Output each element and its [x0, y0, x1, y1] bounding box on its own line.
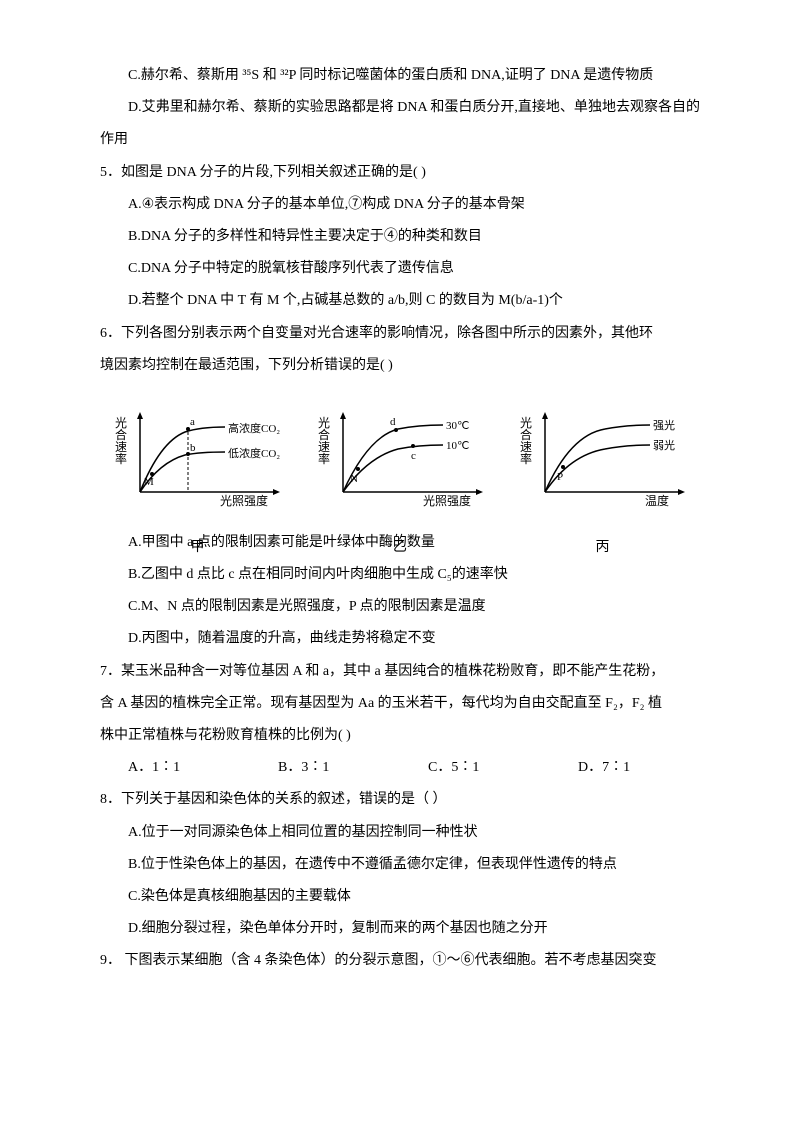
svg-text:高浓度CO₂: 高浓度CO₂ [228, 421, 280, 435]
svg-text:P: P [557, 471, 563, 483]
q6-C: C.M、N 点的限制因素是光照强度，P 点的限制因素是温度 [100, 591, 700, 623]
q6-stem2: 境因素均控制在最适范围，下列分析错误的是( ) [100, 350, 700, 382]
q5-D: D.若整个 DNA 中 T 有 M 个,占碱基总数的 a/b,则 C 的数目为 … [100, 285, 700, 317]
svg-text:30℃: 30℃ [446, 420, 469, 432]
svg-text:光合速率: 光合速率 [115, 416, 127, 466]
svg-text:b: b [190, 442, 196, 454]
q8-D: D.细胞分裂过程，染色单体分开时，复制而来的两个基因也随之分开 [100, 913, 700, 945]
q7-D: D．7∶1 [550, 752, 700, 784]
svg-text:a: a [190, 416, 195, 428]
svg-text:光合速率: 光合速率 [318, 416, 330, 466]
q7-options: A．1∶1 B．3∶1 C．5∶1 D．7∶1 [100, 752, 700, 784]
q5-A: A.④表示构成 DNA 分子的基本单位,⑦构成 DNA 分子的基本骨架 [100, 189, 700, 221]
svg-text:温度: 温度 [645, 493, 669, 508]
chart-bing: P 强光 弱光 光合速率 温度 丙 [515, 397, 690, 517]
svg-text:低浓度CO₂: 低浓度CO₂ [228, 446, 280, 460]
svg-text:M: M [144, 476, 154, 488]
q7-C: C．5∶1 [400, 752, 550, 784]
svg-text:光照强度: 光照强度 [423, 493, 471, 508]
svg-text:光照强度: 光照强度 [220, 493, 268, 508]
chart-yi: d c N 30℃ 10℃ 光合速率 光照强度 乙 [313, 397, 488, 517]
q7-A: A．1∶1 [100, 752, 250, 784]
svg-text:10℃: 10℃ [446, 440, 469, 452]
chart-caption-2: 乙 [313, 532, 488, 564]
q8-stem: 8．下列关于基因和染色体的关系的叙述，错误的是（ ） [100, 784, 700, 816]
q6-stem1: 6．下列各图分别表示两个自变量对光合速率的影响情况，除各图中所示的因素外，其他环 [100, 318, 700, 350]
q5-stem: 5．如图是 DNA 分子的片段,下列相关叙述正确的是( ) [100, 157, 700, 189]
svg-text:d: d [390, 416, 396, 428]
q6-D: D.丙图中，随着温度的升高，曲线走势将稳定不变 [100, 623, 700, 655]
figure-row: a b M 高浓度CO₂ 低浓度CO₂ 光合速率 光照强度 甲 [100, 397, 700, 517]
q9-stem: 9． 下图表示某细胞（含 4 条染色体）的分裂示意图，①～⑥代表细胞。若不考虑基… [100, 945, 700, 977]
svg-text:N: N [350, 473, 358, 485]
prev-option-d: D.艾弗里和赫尔希、蔡斯的实验思路都是将 DNA 和蛋白质分开,直接地、单独地去… [100, 92, 700, 156]
q7-stem2: 含 A 基因的植株完全正常。现有基因型为 Aa 的玉米若干，每代均为自由交配直至… [100, 688, 700, 720]
svg-text:强光: 强光 [653, 418, 675, 432]
chart-caption-3: 丙 [515, 532, 690, 564]
q5-C: C.DNA 分子中特定的脱氧核苷酸序列代表了遗传信息 [100, 253, 700, 285]
exam-page: C.赫尔希、蔡斯用 ³⁵S 和 ³²P 同时标记噬菌体的蛋白质和 DNA,证明了… [0, 0, 800, 1018]
svg-text:c: c [411, 450, 416, 462]
q8-C: C.染色体是真核细胞基因的主要载体 [100, 881, 700, 913]
chart-jia: a b M 高浓度CO₂ 低浓度CO₂ 光合速率 光照强度 甲 [110, 397, 285, 517]
prev-option-c: C.赫尔希、蔡斯用 ³⁵S 和 ³²P 同时标记噬菌体的蛋白质和 DNA,证明了… [100, 60, 700, 92]
q5-B: B.DNA 分子的多样性和特异性主要决定于④的种类和数目 [100, 221, 700, 253]
chart-caption-1: 甲 [110, 532, 285, 564]
q7-B: B．3∶1 [250, 752, 400, 784]
svg-text:弱光: 弱光 [653, 438, 675, 452]
svg-text:光合速率: 光合速率 [520, 416, 532, 466]
q8-B: B.位于性染色体上的基因，在遗传中不遵循孟德尔定律，但表现伴性遗传的特点 [100, 849, 700, 881]
q8-A: A.位于一对同源染色体上相同位置的基因控制同一种性状 [100, 817, 700, 849]
q7-stem3: 株中正常植株与花粉败育植株的比例为( ) [100, 720, 700, 752]
q7-stem1: 7．某玉米品种含一对等位基因 A 和 a，其中 a 基因纯合的植株花粉败育，即不… [100, 656, 700, 688]
